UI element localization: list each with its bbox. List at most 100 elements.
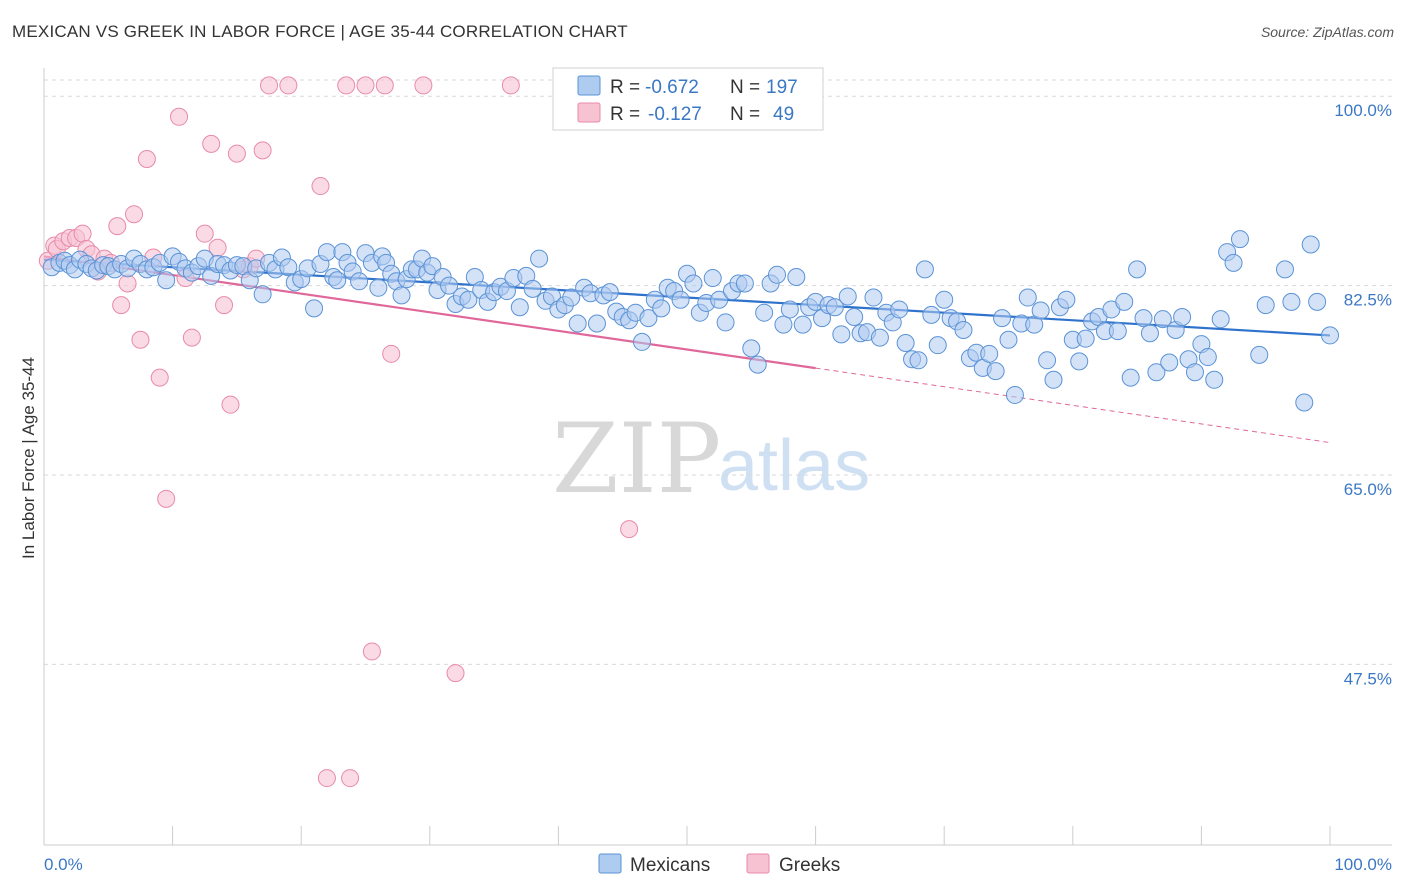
greeks-point-41 xyxy=(362,642,381,661)
y-axis-title: In Labor Force | Age 35-44 xyxy=(19,357,38,559)
mexicans-point-192 xyxy=(1256,296,1275,315)
greeks-point-33 xyxy=(253,141,272,160)
y-tick-label-3: 47.5% xyxy=(1344,669,1392,688)
greeks-point-43 xyxy=(382,344,401,363)
greeks-point-40 xyxy=(356,76,375,95)
greeks-point-34 xyxy=(260,76,279,95)
greeks-point-15 xyxy=(125,205,144,224)
legend-greeks-r-value: -0.127 xyxy=(648,104,702,125)
mexicans-point-140 xyxy=(909,351,928,370)
mexicans-point-160 xyxy=(1038,351,1057,370)
mexicans-point-174 xyxy=(1128,260,1147,279)
mexicans-point-81 xyxy=(530,249,549,268)
mexicans-point-189 xyxy=(1224,253,1243,272)
mexicans-point-142 xyxy=(922,305,941,324)
greeks-point-37 xyxy=(317,769,336,788)
mexicans-point-105 xyxy=(684,274,703,293)
mexicans-point-153 xyxy=(993,309,1012,328)
mexicans-point-183 xyxy=(1185,363,1204,382)
mexicans-point-176 xyxy=(1140,324,1159,343)
greeks-point-24 xyxy=(195,224,214,243)
y-tick-labels: 100.0% 82.5% 65.0% 47.5% xyxy=(1334,101,1392,688)
greeks-point-29 xyxy=(227,144,246,163)
mexicans-point-46 xyxy=(328,271,347,290)
mexicans-point-190 xyxy=(1230,230,1249,249)
mexicans-point-92 xyxy=(600,283,619,302)
greeks-trend-line-dashed xyxy=(815,367,1331,444)
top-legend: R = -0.672 N = 197 R = -0.127 N = 49 xyxy=(552,67,824,131)
bottom-legend-greeks-swatch xyxy=(746,853,770,874)
mexicans-point-197 xyxy=(1308,292,1327,311)
mexicans-point-178 xyxy=(1153,310,1172,329)
mexicans-point-165 xyxy=(1070,352,1089,371)
mexicans-point-78 xyxy=(510,298,529,317)
chart-title: MEXICAN VS GREEK IN LABOR FORCE | AGE 35… xyxy=(12,22,628,41)
greeks-point-47 xyxy=(620,520,639,539)
greeks-point-42 xyxy=(375,76,394,95)
mexicans-point-186 xyxy=(1205,370,1224,389)
mexicans-point-38 xyxy=(279,258,298,277)
legend-mexicans-r-label: R = xyxy=(610,77,640,98)
mexicans-point-154 xyxy=(999,330,1018,349)
greeks-point-6 xyxy=(73,224,92,243)
x-tick-label-0: 0.0% xyxy=(44,855,83,874)
bottom-legend-greeks-label: Greeks xyxy=(779,855,840,876)
mexicans-point-143 xyxy=(928,336,947,355)
mexicans-point-110 xyxy=(716,313,735,332)
mexicans-point-53 xyxy=(369,278,388,297)
mexicans-point-181 xyxy=(1173,308,1192,327)
mexicans-point-114 xyxy=(742,339,761,358)
legend-mexicans-swatch xyxy=(577,75,601,96)
mexicans-point-175 xyxy=(1134,309,1153,328)
bottom-legend-mexicans-label: Mexicans xyxy=(630,855,710,876)
mexicans-point-103 xyxy=(671,290,690,309)
greeks-point-21 xyxy=(170,107,189,126)
mexicans-point-166 xyxy=(1076,329,1095,348)
mexicans-point-133 xyxy=(864,288,883,307)
mexicans-point-90 xyxy=(587,314,606,333)
watermark-atlas: atlas xyxy=(718,426,870,506)
mexicans-point-128 xyxy=(832,325,851,344)
mexicans-point-185 xyxy=(1198,348,1217,367)
mexicans-point-97 xyxy=(632,332,651,351)
mexicans-point-179 xyxy=(1160,353,1179,372)
mexicans-point-137 xyxy=(890,300,909,319)
mexicans-point-121 xyxy=(787,267,806,286)
mexicans-point-44 xyxy=(317,243,336,262)
y-tick-label-0: 100.0% xyxy=(1334,101,1392,120)
mexicans-point-151 xyxy=(980,344,999,363)
mexicans-point-194 xyxy=(1282,292,1301,311)
greeks-point-45 xyxy=(446,664,465,683)
mexicans-point-127 xyxy=(825,298,844,317)
mexicans-point-87 xyxy=(568,314,587,333)
greeks-point-14 xyxy=(118,274,137,293)
greeks-point-27 xyxy=(215,296,234,315)
mexicans-point-195 xyxy=(1295,393,1314,412)
watermark-zip: ZIP xyxy=(552,403,721,515)
mexicans-point-173 xyxy=(1121,368,1140,387)
greeks-point-25 xyxy=(202,134,221,153)
mexicans-point-70 xyxy=(459,290,478,309)
legend-mexicans-n-label: N = xyxy=(730,77,760,98)
greeks-point-46 xyxy=(501,76,520,95)
mexicans-point-147 xyxy=(954,321,973,340)
greeks-points xyxy=(38,76,722,788)
mexicans-point-157 xyxy=(1018,288,1037,307)
greeks-point-20 xyxy=(157,489,176,508)
mexicans-point-34 xyxy=(253,285,272,304)
mexicans-point-159 xyxy=(1031,301,1050,320)
mexicans-point-152 xyxy=(986,362,1005,381)
mexicans-point-86 xyxy=(562,288,581,307)
mexicans-point-108 xyxy=(703,269,722,288)
mexicans-point-119 xyxy=(774,315,793,334)
legend-greeks-n-label: N = xyxy=(730,104,760,125)
mexicans-point-80 xyxy=(523,279,542,298)
greeks-point-19 xyxy=(150,368,169,387)
mexicans-point-115 xyxy=(748,355,767,374)
greeks-point-35 xyxy=(279,76,298,95)
greeks-point-12 xyxy=(108,217,127,236)
greeks-point-38 xyxy=(337,76,356,95)
mexicans-point-193 xyxy=(1275,260,1294,279)
mexicans-point-130 xyxy=(845,308,864,327)
